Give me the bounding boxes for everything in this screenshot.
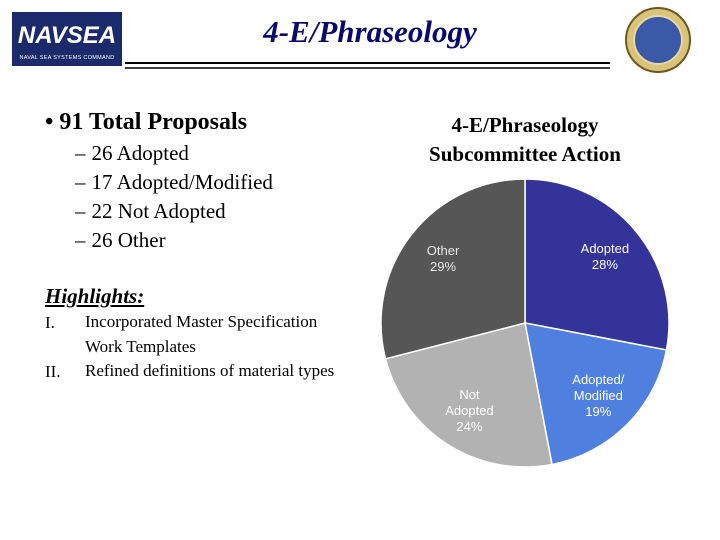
pie-label: Other 29% (412, 243, 474, 275)
sub-bullet: –22 Not Adopted (75, 199, 226, 223)
sub-bullet-text: 22 Not Adopted (91, 199, 226, 223)
pie-label-value: 19% (585, 404, 612, 420)
pie-label-value: 24% (456, 418, 483, 434)
sub-bullet: –26 Adopted (75, 141, 189, 165)
highlight-text: Incorporated Master Specification Work T… (85, 312, 318, 356)
highlight-text: Refined definitions of material types (85, 361, 335, 380)
pie-label-category: Not Adopted (445, 386, 494, 418)
highlight-marker: I. (45, 313, 55, 332)
sub-bullet-text: 17 Adopted/Modified (91, 170, 273, 194)
pie-label: Adopted 28% (574, 241, 636, 273)
logo-text: NAVSEA (17, 22, 117, 49)
pie-label-value: 28% (591, 256, 618, 272)
sub-bullet: –17 Adopted/Modified (75, 170, 273, 194)
pie-slice (524, 322, 668, 466)
main-bullet: • 91 Total Proposals (45, 109, 248, 135)
pie-label-category: Adopted (580, 240, 630, 256)
pie-slice (384, 322, 553, 468)
sub-bullet: –26 Other (75, 228, 166, 252)
pie-slice (524, 178, 670, 351)
chart-title: 4-E/Phraseology Subcommittee Action (429, 113, 621, 166)
pie-slice (380, 178, 526, 360)
pie-label-category: Adopted/ Modified (572, 372, 625, 404)
sub-bullet-text: 26 Other (91, 228, 166, 252)
pie-label-value: 29% (430, 259, 457, 275)
main-bullet-text: 91 Total Proposals (59, 109, 248, 135)
sub-bullet-text: 26 Adopted (91, 141, 189, 165)
logo-subtext: NAVAL SEA SYSTEMS COMMAND (19, 55, 115, 61)
pie-label-category: Other (426, 243, 460, 259)
seal-inner (633, 15, 683, 65)
pie-chart (380, 178, 670, 468)
highlights-title: Highlights: (45, 284, 145, 308)
pie-label: Not Adopted 24% (438, 387, 500, 435)
pie-label: Adopted/ Modified 19% (567, 372, 629, 420)
highlight-marker: II. (45, 362, 61, 381)
slide-title: 4-E/Phraseology (263, 14, 477, 49)
logo: NAVSEA NAVAL SEA SYSTEMS COMMAND (12, 12, 122, 66)
